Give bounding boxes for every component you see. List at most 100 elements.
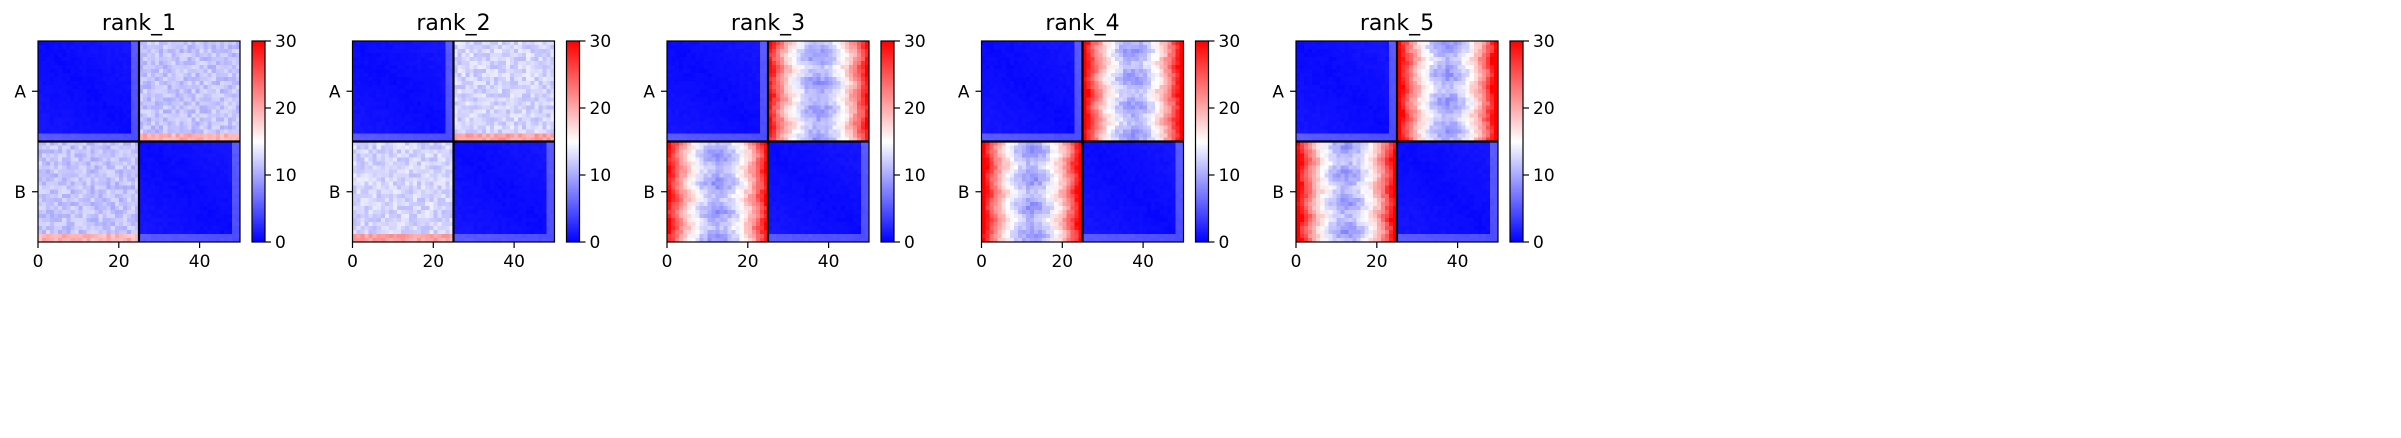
- heatmap-cell: [510, 205, 515, 211]
- heatmap-cell: [179, 57, 184, 62]
- heatmap-cell: [126, 145, 132, 150]
- heatmap-cell: [522, 85, 527, 90]
- heatmap-cell: [396, 137, 402, 142]
- heatmap-cell: [501, 225, 507, 231]
- heatmap-cell: [372, 93, 378, 98]
- heatmap-cell: [538, 81, 543, 86]
- heatmap-cell: [405, 149, 410, 154]
- heatmap-cell: [542, 113, 547, 118]
- heatmap-cell: [473, 105, 479, 110]
- heatmap-cell: [461, 157, 466, 162]
- heatmap-cell: [441, 121, 446, 126]
- heatmap-cell: [66, 77, 71, 82]
- heatmap-cell: [54, 197, 59, 203]
- heatmap-cell: [493, 213, 499, 219]
- heatmap-cell: [473, 153, 479, 158]
- heatmap-cell: [477, 45, 483, 50]
- heatmap-cell: [445, 185, 450, 191]
- heatmap-cell: [223, 173, 229, 178]
- heatmap-cell: [46, 161, 51, 166]
- heatmap-cell: [384, 101, 390, 106]
- heatmap-cell: [489, 157, 495, 162]
- heatmap-cell: [82, 217, 87, 223]
- heatmap-cell: [538, 193, 543, 199]
- heatmap-cell: [126, 61, 132, 66]
- heatmap-cell: [421, 61, 426, 66]
- heatmap-cell: [195, 181, 200, 187]
- heatmap-cell: [171, 49, 176, 54]
- heatmap-cell: [437, 73, 442, 78]
- heatmap-cell: [139, 93, 144, 98]
- heatmap-cell: [231, 217, 237, 223]
- heatmap-cell: [199, 45, 204, 50]
- heatmap-cell: [126, 141, 132, 146]
- heatmap-cell: [522, 133, 527, 138]
- heatmap-cell: [445, 41, 450, 46]
- heatmap-cell: [425, 77, 430, 82]
- heatmap-cell: [352, 141, 357, 146]
- heatmap-cell: [449, 125, 454, 130]
- heatmap-cell: [469, 225, 474, 231]
- heatmap-cell: [534, 141, 539, 146]
- heatmap-cell: [86, 81, 91, 86]
- heatmap-cell: [235, 209, 241, 215]
- heatmap-cell: [179, 89, 184, 94]
- heatmap-cell: [477, 137, 483, 142]
- heatmap-cell: [400, 149, 406, 154]
- heatmap-cell: [372, 105, 378, 110]
- heatmap-cell: [417, 101, 422, 106]
- heatmap-cell: [159, 157, 164, 162]
- heatmap-cell: [542, 185, 547, 191]
- heatmap-cell: [215, 73, 221, 78]
- heatmap-cell: [352, 193, 357, 199]
- heatmap-cell: [134, 197, 140, 203]
- heatmap-cell: [405, 85, 410, 90]
- heatmap-cell: [42, 109, 47, 114]
- heatmap-cell: [396, 153, 402, 158]
- heatmap-cell: [114, 85, 120, 90]
- heatmap-cell: [469, 109, 474, 114]
- heatmap-cell: [384, 125, 390, 130]
- heatmap-cell: [546, 49, 551, 54]
- heatmap-cell: [126, 181, 132, 187]
- heatmap-cell: [368, 101, 373, 106]
- heatmap-cell: [518, 153, 523, 158]
- heatmap-cell: [437, 157, 442, 162]
- heatmap-cell: [421, 153, 426, 158]
- heatmap-cell: [175, 193, 180, 199]
- heatmap-cell: [542, 209, 547, 215]
- heatmap-cell: [546, 165, 551, 170]
- heatmap-cell: [207, 177, 213, 182]
- heatmap-cell: [522, 89, 527, 94]
- heatmap-cell: [94, 217, 99, 223]
- heatmap-cell: [360, 89, 365, 94]
- heatmap-cell: [400, 85, 406, 90]
- heatmap-cell: [187, 77, 192, 82]
- heatmap-cell: [50, 121, 55, 126]
- heatmap-cell: [550, 113, 555, 118]
- heatmap-cell: [187, 109, 192, 114]
- heatmap-cell: [405, 105, 410, 110]
- heatmap-cell: [143, 233, 148, 239]
- heatmap-cell: [453, 149, 458, 154]
- heatmap-cell: [405, 113, 410, 118]
- heatmap-cell: [46, 49, 51, 54]
- heatmap-cell: [522, 57, 527, 62]
- heatmap-cell: [126, 209, 132, 215]
- heatmap-cell: [417, 221, 422, 227]
- heatmap-cell: [489, 61, 495, 66]
- heatmap-cell: [522, 81, 527, 86]
- heatmap-cell: [167, 201, 172, 207]
- heatmap-cell: [74, 89, 79, 94]
- heatmap-cell: [183, 233, 188, 239]
- heatmap-cell: [433, 129, 438, 134]
- heatmap-cell: [74, 205, 79, 211]
- heatmap-cell: [530, 93, 535, 98]
- heatmap-cell: [542, 49, 547, 54]
- heatmap-cell: [171, 153, 176, 158]
- heatmap-cell: [469, 149, 474, 154]
- heatmap-cell: [437, 57, 442, 62]
- heatmap-cell: [413, 229, 418, 235]
- heatmap-cell: [163, 145, 168, 150]
- colorbar-segment: [252, 81, 265, 84]
